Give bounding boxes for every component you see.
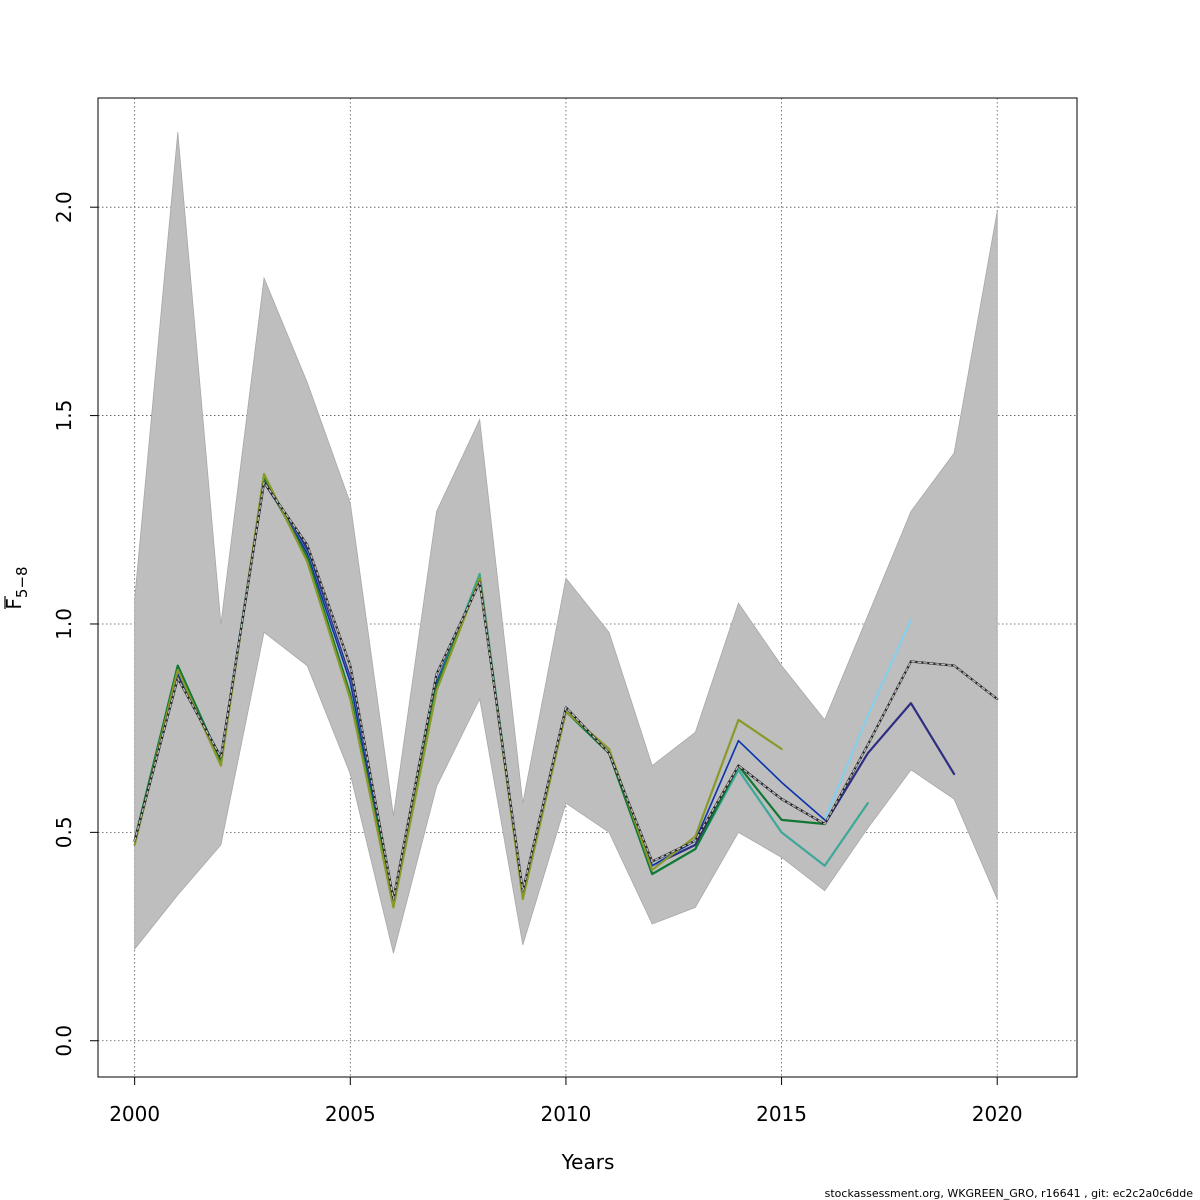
x-tick-label-2015: 2015 xyxy=(756,1102,807,1126)
x-axis: 2000 2005 2010 2015 2020 xyxy=(109,1077,1023,1126)
y-tick-label-0: 0.0 xyxy=(52,1025,76,1057)
y-tick-label-4: 2.0 xyxy=(52,191,76,223)
x-tick-label-2020: 2020 xyxy=(972,1102,1023,1126)
y-tick-label-2: 1.0 xyxy=(52,608,76,640)
y-axis-title: F5−8 xyxy=(2,566,31,609)
x-tick-label-2010: 2010 xyxy=(540,1102,591,1126)
plot-frame xyxy=(97,97,1078,1078)
svg-text:F5−8: F5−8 xyxy=(2,566,31,609)
y-axis: 0.0 0.5 1.0 1.5 2.0 xyxy=(52,191,98,1057)
x-tick-label-2000: 2000 xyxy=(109,1102,160,1126)
y-axis-title-main: F xyxy=(2,598,26,610)
series-layer xyxy=(133,472,999,909)
x-axis-title: Years xyxy=(561,1150,615,1174)
series-line-8 xyxy=(134,481,998,900)
y-tick-label-3: 1.5 xyxy=(52,400,76,432)
footer-credit: stockassessment.org, WKGREEN_GRO, r16641… xyxy=(825,1187,1194,1200)
x-tick-label-2005: 2005 xyxy=(325,1102,376,1126)
y-tick-label-1: 0.5 xyxy=(52,816,76,848)
y-axis-title-subscript: 5−8 xyxy=(13,566,31,598)
